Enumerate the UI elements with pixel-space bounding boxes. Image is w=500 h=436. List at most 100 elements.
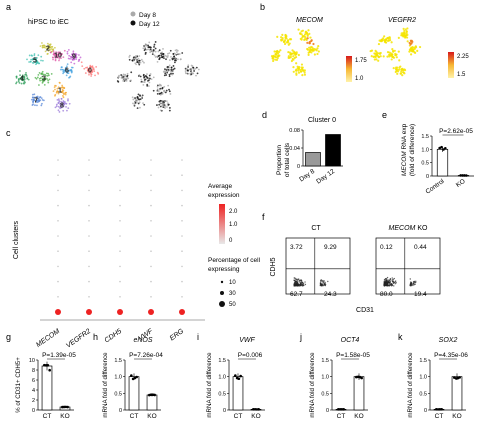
umap-day-point	[128, 54, 131, 57]
umap-point	[64, 102, 67, 105]
flow-event	[393, 281, 396, 284]
feature-point	[403, 29, 406, 33]
umap-point	[75, 58, 78, 60]
umap-point	[41, 72, 43, 75]
panel-e-ylabel-2: (fold of difference)	[409, 124, 416, 176]
panel-letter-e: e	[382, 110, 387, 120]
feature-point	[379, 55, 382, 58]
feature-point	[413, 46, 416, 49]
feature-point	[316, 52, 319, 56]
umap-day-point	[190, 71, 193, 74]
umap-day-point	[156, 55, 159, 58]
y-tick-label: 0.5	[321, 391, 329, 397]
flow-event	[393, 277, 395, 280]
feature-point	[390, 41, 393, 44]
panel-a-title: hiPSC to iEC	[28, 19, 69, 26]
avg-expr-tick-max: 2.0	[229, 209, 238, 215]
feature-point	[416, 49, 419, 52]
umap-day-point	[137, 102, 140, 105]
umap-day-plot	[116, 41, 200, 112]
dot-plot-point	[150, 250, 152, 252]
umap-point	[58, 59, 60, 62]
umap-point	[47, 72, 50, 75]
umap-point	[60, 57, 62, 60]
umap-point	[70, 68, 73, 71]
flow-event	[386, 276, 389, 279]
umap-day-point	[135, 101, 138, 104]
flow-event	[297, 285, 299, 287]
umap-day-point	[175, 59, 177, 62]
feature-point	[418, 45, 422, 49]
flow-event	[388, 281, 390, 284]
dot-plot-point	[57, 235, 59, 237]
umap-day-point	[159, 105, 162, 108]
umap-day-point	[148, 41, 151, 44]
feature-point	[300, 66, 303, 69]
panel-letter-b: b	[260, 2, 265, 12]
feature-point	[400, 70, 403, 73]
umap-day-point	[162, 106, 165, 109]
feature-point	[398, 68, 401, 71]
feature-point	[409, 47, 412, 50]
feature-point	[392, 67, 395, 70]
umap-point	[77, 54, 80, 56]
feature-point	[403, 34, 406, 37]
umap-day-point	[151, 53, 154, 55]
flow-event	[320, 279, 322, 281]
umap-day-point	[164, 91, 167, 94]
umap-point	[38, 72, 41, 74]
dot-plot-point	[57, 174, 59, 176]
x-tick-label: KO	[60, 413, 69, 420]
panel-b-gene-1: MECOM	[296, 17, 323, 24]
p-value: P=4.35e-06	[434, 352, 468, 359]
umap-point	[87, 69, 90, 72]
umap-day-point	[149, 51, 152, 54]
umap-day-point	[149, 77, 151, 80]
umap-point	[52, 56, 54, 59]
panel-f: CT MECOM KO CDH5 CD31 3.72 9.29 62.7 24.…	[270, 225, 441, 314]
feature-point	[289, 53, 292, 56]
dot-plot-point	[88, 174, 90, 176]
umap-point	[36, 96, 39, 99]
feature-point	[292, 58, 295, 61]
dot-plot-point-cluster0	[179, 309, 185, 315]
pct-legend-dot-30	[220, 291, 224, 295]
data-point	[135, 375, 138, 379]
feature-point	[272, 55, 275, 58]
feature-point	[399, 72, 402, 75]
umap-point	[49, 48, 52, 51]
umap-day-point	[147, 77, 149, 80]
feature-point	[390, 58, 393, 61]
flow-event	[300, 281, 302, 283]
flow-ko-rest: KO	[415, 225, 428, 232]
dot-plot-point	[181, 159, 183, 161]
umap-day-point	[143, 75, 146, 78]
umap-day-point	[160, 91, 163, 94]
y-tick-label: 0	[297, 164, 300, 170]
umap-point	[47, 81, 50, 84]
umap-point	[35, 77, 38, 80]
x-tick-label: KO	[251, 413, 260, 420]
dot-plot-point	[119, 220, 121, 222]
umap-point	[27, 78, 30, 81]
umap-point	[83, 67, 86, 70]
data-point	[130, 374, 133, 377]
colorbar-vegfr2-max: 2.25	[457, 54, 469, 60]
bottom-bar-charts: % of CD31+ CDH5+ 0 2 4 6 8 10 CT KO P=1.39e-05 eNO…	[15, 337, 468, 420]
umap-day-point	[142, 81, 144, 83]
y-tick-label: 10	[29, 358, 35, 364]
umap-day-point	[117, 76, 120, 79]
flow-event	[322, 279, 324, 282]
umap-day-point	[162, 100, 165, 103]
data-point	[153, 393, 156, 397]
feature-point-high	[306, 41, 309, 44]
flow-event	[322, 281, 325, 283]
umap-day-point	[146, 84, 149, 87]
flow-event	[320, 281, 322, 283]
umap-point	[71, 66, 74, 69]
feature-point	[405, 36, 409, 39]
umap-day-point	[167, 84, 170, 87]
panel-e: MECOM RNA exp (fold of difference) 0 0.5 1…	[401, 123, 474, 196]
umap-point	[41, 77, 44, 80]
feature-point	[291, 49, 294, 52]
